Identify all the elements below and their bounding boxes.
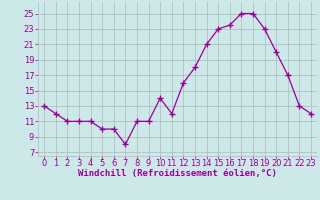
X-axis label: Windchill (Refroidissement éolien,°C): Windchill (Refroidissement éolien,°C) <box>78 169 277 178</box>
